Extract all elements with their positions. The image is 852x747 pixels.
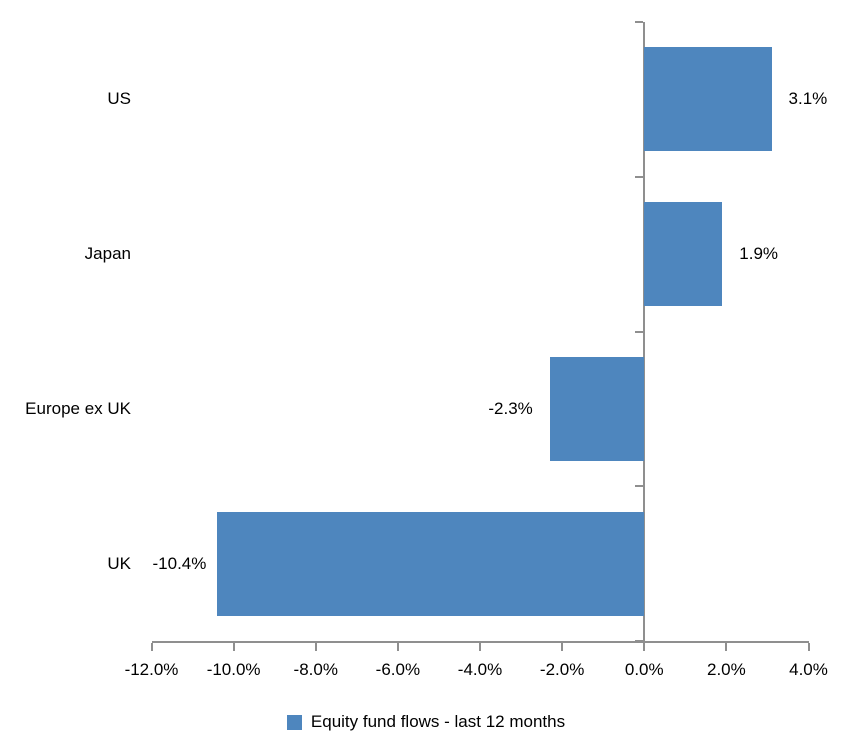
x-axis-tick-label: 2.0% <box>707 660 746 679</box>
x-axis-tick-label: 0.0% <box>624 660 664 679</box>
x-axis-tick <box>396 643 399 651</box>
category-boundary-tick <box>635 175 644 178</box>
x-axis-tick-label: -8.0% <box>293 660 338 679</box>
x-axis-line <box>151 641 809 643</box>
legend-swatch-icon <box>286 714 302 730</box>
bar-us <box>644 47 772 152</box>
x-axis-tick <box>561 643 564 651</box>
zero-axis-line <box>643 22 646 641</box>
bar-uk <box>217 511 645 616</box>
x-axis-tick-label: -12.0% <box>124 660 179 679</box>
x-axis-tick-label: -2.0% <box>539 660 585 679</box>
value-label-us: 3.1% <box>788 89 828 109</box>
legend: Equity fund flows - last 12 months <box>0 708 852 736</box>
value-label-japan: 1.9% <box>739 244 779 264</box>
category-boundary-tick <box>635 21 644 23</box>
x-axis-tick <box>479 643 481 651</box>
category-boundary-tick <box>635 330 644 333</box>
category-boundary-tick <box>635 640 644 642</box>
category-label-japan: Japan <box>84 244 131 264</box>
category-label-uk: UK <box>107 553 131 573</box>
x-axis-tick-label: -6.0% <box>375 660 421 679</box>
category-boundary-tick <box>635 485 644 488</box>
x-axis-tick-label: 4.0% <box>789 660 828 679</box>
x-axis-tick <box>150 643 153 651</box>
x-axis-tick <box>725 643 728 651</box>
x-axis-tick <box>314 643 317 651</box>
x-axis-tick-label: -4.0% <box>457 660 503 679</box>
category-label-europe-ex-uk: Europe ex UK <box>25 398 131 418</box>
bar-europe-ex-uk <box>549 356 645 461</box>
legend-label: Equity fund flows - last 12 months <box>310 712 566 731</box>
x-axis-tick <box>232 643 235 651</box>
category-label-us: US <box>107 89 131 109</box>
value-label-europe-ex-uk: -2.3% <box>488 398 533 418</box>
x-axis-tick-label: -10.0% <box>206 660 261 679</box>
bar-japan <box>644 202 723 307</box>
x-axis-tick <box>807 643 810 651</box>
x-axis-tick <box>643 643 646 651</box>
value-label-uk: -10.4% <box>152 553 207 573</box>
